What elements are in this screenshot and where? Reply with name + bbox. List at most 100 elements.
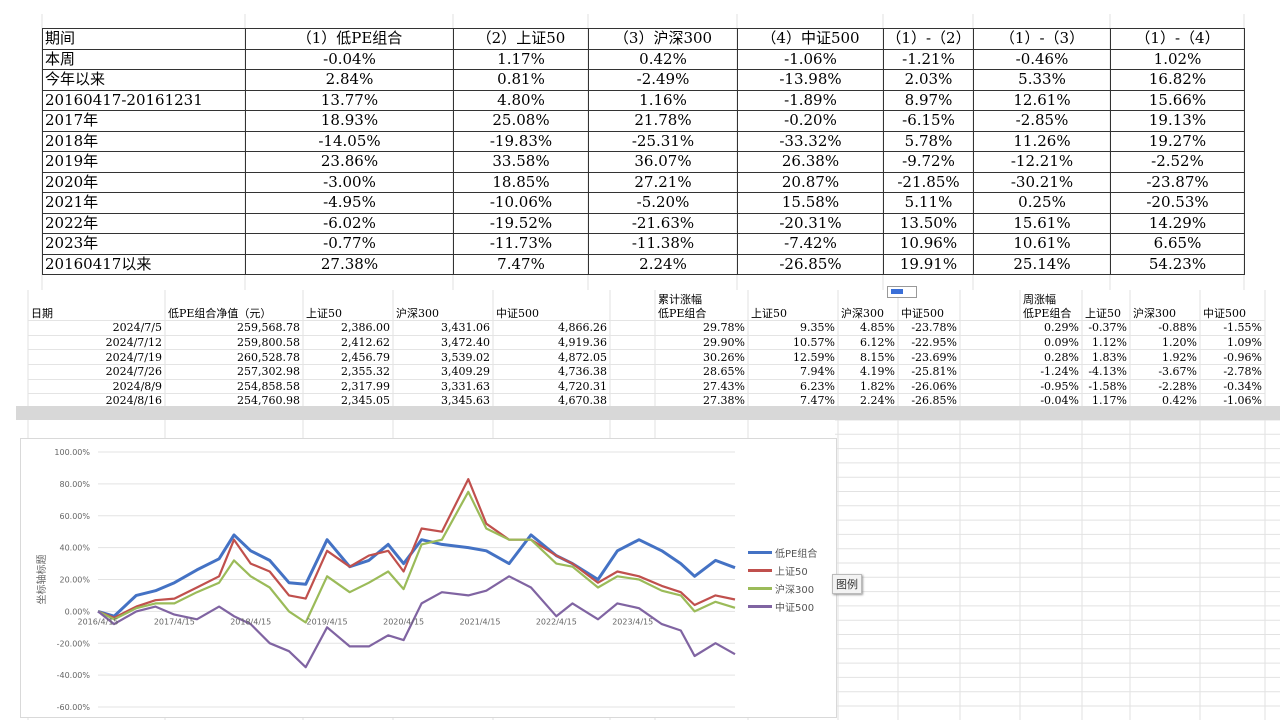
table-cell[interactable]: 5.33% xyxy=(973,69,1111,91)
table-cell[interactable]: 2021年 xyxy=(42,192,246,214)
table-cell[interactable]: -3.00% xyxy=(245,171,454,193)
table-cell[interactable]: 20160417-20161231 xyxy=(42,89,246,111)
table-cell[interactable]: 28.65% xyxy=(655,364,748,380)
table-cell[interactable]: 1.17% xyxy=(453,48,589,70)
table-cell[interactable]: 4,872.05 xyxy=(493,349,610,365)
table-cell[interactable]: 7.47% xyxy=(453,253,589,275)
table-cell[interactable]: 2.84% xyxy=(245,69,454,91)
table-cell[interactable]: 6.65% xyxy=(1110,233,1245,255)
table-cell[interactable]: 257,302.98 xyxy=(165,364,303,380)
table-cell[interactable]: 2.24% xyxy=(588,253,738,275)
table-cell[interactable]: 2024/8/9 xyxy=(28,379,165,395)
legend-item[interactable]: 沪深300 xyxy=(748,579,817,597)
table-cell[interactable]: 10.61% xyxy=(973,233,1111,255)
table-cell[interactable]: 1.02% xyxy=(1110,48,1245,70)
table-cell[interactable]: -21.63% xyxy=(588,212,738,234)
table-cell[interactable]: 33.58% xyxy=(453,151,589,173)
table-cell[interactable]: 5.11% xyxy=(883,192,974,214)
table-cell[interactable]: 本周 xyxy=(42,48,246,70)
table-cell[interactable]: 4.80% xyxy=(453,89,589,111)
legend-item[interactable]: 中证500 xyxy=(748,597,817,615)
legend-item[interactable]: 低PE组合 xyxy=(748,543,817,561)
table-cell[interactable]: 2,386.00 xyxy=(303,320,393,336)
table-cell[interactable]: 20.87% xyxy=(737,171,884,193)
table-cell[interactable]: 4,866.26 xyxy=(493,320,610,336)
table-cell[interactable]: 2,355.32 xyxy=(303,364,393,380)
table-cell[interactable]: -23.78% xyxy=(898,320,960,336)
table-cell[interactable]: 254,760.98 xyxy=(165,393,303,409)
table-cell[interactable]: -23.87% xyxy=(1110,171,1245,193)
y-axis-title[interactable]: 坐标轴标题 xyxy=(35,555,48,605)
table-cell[interactable]: 13.50% xyxy=(883,212,974,234)
table-cell[interactable]: 8.97% xyxy=(883,89,974,111)
table-cell[interactable]: 2019年 xyxy=(42,151,246,173)
line-chart[interactable]: 100.00% 80.00% 60.00% 40.00% 20.00% 0.00% -20.… xyxy=(20,438,837,718)
table-cell[interactable]: 21.78% xyxy=(588,110,738,132)
table-cell[interactable]: -19.52% xyxy=(453,212,589,234)
table-cell[interactable]: 2024/7/26 xyxy=(28,364,165,380)
table-cell[interactable]: -22.95% xyxy=(898,335,960,351)
table-cell[interactable]: -1.89% xyxy=(737,89,884,111)
table-cell[interactable]: 2023年 xyxy=(42,233,246,255)
table-cell[interactable]: -10.06% xyxy=(453,192,589,214)
table-cell[interactable]: 6.23% xyxy=(748,379,838,395)
table-cell[interactable]: -1.55% xyxy=(1200,320,1265,336)
table-cell[interactable]: -4.13% xyxy=(1082,364,1130,380)
series-line-2[interactable] xyxy=(97,490,736,624)
table-cell[interactable]: 7.47% xyxy=(748,393,838,409)
table-cell[interactable]: -6.02% xyxy=(245,212,454,234)
table-cell[interactable]: 0.28% xyxy=(1020,349,1082,365)
table-cell[interactable]: -20.53% xyxy=(1110,192,1245,214)
table-cell[interactable]: 4,736.38 xyxy=(493,364,610,380)
table-cell[interactable]: 2018年 xyxy=(42,130,246,152)
table-cell[interactable]: 1.17% xyxy=(1082,393,1130,409)
table-cell[interactable]: -0.20% xyxy=(737,110,884,132)
table-cell[interactable]: 1.09% xyxy=(1200,335,1265,351)
series-line-0[interactable] xyxy=(97,533,736,618)
table-cell[interactable]: 30.26% xyxy=(655,349,748,365)
table-cell[interactable]: -1.21% xyxy=(883,48,974,70)
table-cell[interactable]: 4.19% xyxy=(838,364,898,380)
table-cell[interactable]: -6.15% xyxy=(883,110,974,132)
table-cell[interactable]: 259,800.58 xyxy=(165,335,303,351)
table-cell[interactable]: 16.82% xyxy=(1110,69,1245,91)
table-cell[interactable]: 3,431.06 xyxy=(393,320,493,336)
table-cell[interactable]: -30.21% xyxy=(973,171,1111,193)
table-cell[interactable]: -1.06% xyxy=(737,48,884,70)
table-cell[interactable]: 18.85% xyxy=(453,171,589,193)
series-line-3[interactable] xyxy=(97,575,736,669)
table-cell[interactable]: 15.61% xyxy=(973,212,1111,234)
table-cell[interactable]: 0.42% xyxy=(588,48,738,70)
table-cell[interactable]: -0.46% xyxy=(973,48,1111,70)
table-cell[interactable]: 5.78% xyxy=(883,130,974,152)
table-cell[interactable]: 19.91% xyxy=(883,253,974,275)
table-cell[interactable]: -25.81% xyxy=(898,364,960,380)
table-cell[interactable]: 2,345.05 xyxy=(303,393,393,409)
table-cell[interactable]: -26.06% xyxy=(898,379,960,395)
table-cell[interactable]: 2022年 xyxy=(42,212,246,234)
table-cell[interactable]: -2.28% xyxy=(1130,379,1200,395)
table-cell[interactable]: -2.85% xyxy=(973,110,1111,132)
table-cell[interactable]: 2.03% xyxy=(883,69,974,91)
table-cell[interactable]: -9.72% xyxy=(883,151,974,173)
table-cell[interactable]: 0.29% xyxy=(1020,320,1082,336)
table-cell[interactable]: -7.42% xyxy=(737,233,884,255)
table-cell[interactable]: 27.43% xyxy=(655,379,748,395)
table-cell[interactable]: 25.14% xyxy=(973,253,1111,275)
table-cell[interactable]: -19.83% xyxy=(453,130,589,152)
table-cell[interactable]: -14.05% xyxy=(245,130,454,152)
table-cell[interactable]: -5.20% xyxy=(588,192,738,214)
table-cell[interactable]: 29.78% xyxy=(655,320,748,336)
table-cell[interactable]: 13.77% xyxy=(245,89,454,111)
table-cell[interactable]: -0.04% xyxy=(245,48,454,70)
table-cell[interactable]: -2.78% xyxy=(1200,364,1265,380)
table-cell[interactable]: 3,539.02 xyxy=(393,349,493,365)
table-cell[interactable]: -12.21% xyxy=(973,151,1111,173)
legend-item[interactable]: 上证50 xyxy=(748,561,817,579)
table-cell[interactable]: 2,456.79 xyxy=(303,349,393,365)
table-cell[interactable]: 4,919.36 xyxy=(493,335,610,351)
table-cell[interactable]: 0.81% xyxy=(453,69,589,91)
table-cell[interactable]: -1.58% xyxy=(1082,379,1130,395)
table-cell[interactable]: 1.16% xyxy=(588,89,738,111)
table-cell[interactable]: -0.77% xyxy=(245,233,454,255)
